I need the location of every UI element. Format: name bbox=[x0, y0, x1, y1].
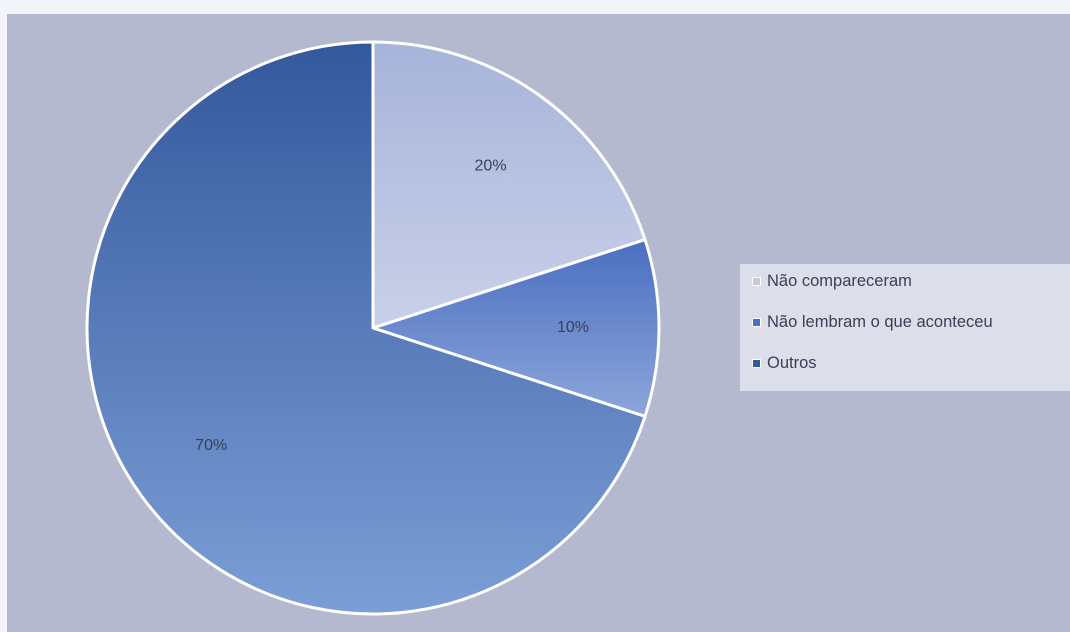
legend-item-nao-compareceram[interactable]: Não compareceram bbox=[752, 271, 1070, 291]
legend-swatch-nao-lembram bbox=[752, 317, 761, 327]
pie-slices bbox=[85, 40, 661, 616]
legend-label-nao-compareceram: Não compareceram bbox=[767, 271, 912, 290]
legend-swatch-outros bbox=[752, 358, 761, 368]
pie-data-labels: 20% 10% 70% bbox=[195, 157, 589, 453]
legend-swatch-nao-compareceram bbox=[752, 276, 761, 286]
legend-label-nao-lembram: Não lembram o que aconteceu bbox=[767, 312, 993, 331]
pie-chart: 20% 10% 70% bbox=[85, 40, 661, 616]
pie-slice-outros[interactable] bbox=[85, 40, 647, 616]
legend-item-nao-lembram[interactable]: Não lembram o que aconteceu bbox=[752, 312, 1070, 332]
legend-item-outros[interactable]: Outros bbox=[752, 353, 1070, 373]
legend-label-outros: Outros bbox=[767, 353, 817, 372]
data-label-outros: 70% bbox=[195, 437, 227, 454]
chart-area: 20% 10% 70% Não compareceram Não lembram o… bbox=[7, 14, 1070, 632]
pie-slice-nao-compareceram[interactable] bbox=[371, 40, 647, 330]
pie-slice-nao-lembram-o-que-aconteceu[interactable] bbox=[371, 238, 661, 418]
data-label-nao-compareceram: 20% bbox=[475, 157, 507, 174]
data-label-nao-lembram-o-que-aconteceu: 10% bbox=[557, 319, 589, 336]
legend: Não compareceram Não lembram o que acont… bbox=[740, 264, 1070, 391]
